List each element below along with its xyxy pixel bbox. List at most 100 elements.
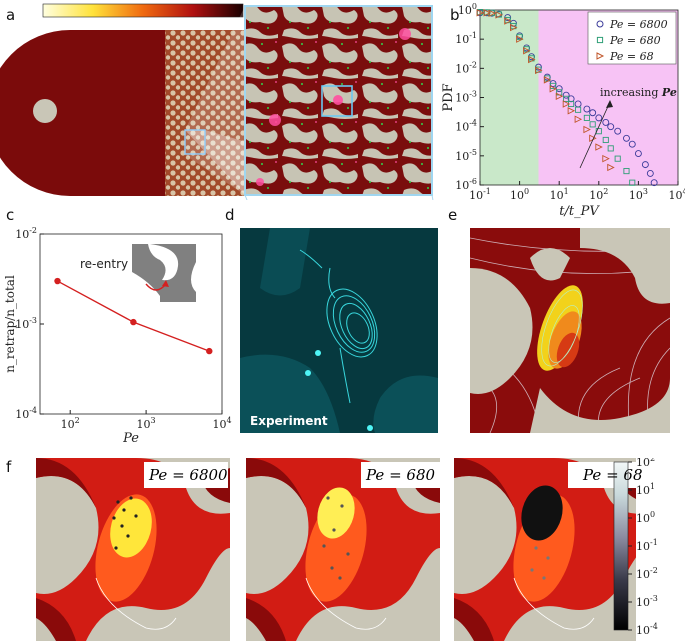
colorbar-a — [42, 3, 244, 18]
ylabel-b: PDF — [441, 83, 456, 111]
marker-0 — [562, 91, 570, 99]
annotation-arrowhead-b — [606, 100, 613, 108]
inset-arrowhead — [162, 280, 169, 287]
marker-1 — [595, 128, 602, 135]
marker-1 — [614, 155, 621, 162]
marker-0 — [583, 105, 591, 113]
panel-label-a: a — [6, 6, 16, 24]
marker-1 — [607, 145, 614, 152]
marker-2 — [535, 66, 543, 75]
marker-2 — [562, 100, 571, 108]
xtick-label-b: 104 — [668, 187, 685, 202]
panel-label-c: c — [6, 206, 15, 224]
marker-2 — [483, 9, 491, 17]
marker-2 — [476, 9, 485, 17]
legend-label-2: Pe = 68 — [609, 50, 654, 63]
marker-1 — [575, 106, 582, 113]
legend-marker-1 — [596, 36, 604, 44]
legend-b: Pe = 6800 Pe = 680 Pe = 68 — [587, 11, 677, 65]
legend-marker-0 — [596, 20, 604, 28]
ytick-label-b: 10-6 — [455, 177, 477, 192]
marker-2 — [528, 55, 536, 64]
xtick-label-c: 103 — [137, 416, 156, 431]
marker-2 — [549, 84, 558, 93]
cbar-tick-label: 10-1 — [636, 538, 658, 553]
marker-2 — [543, 76, 552, 84]
marker-2 — [516, 35, 524, 43]
marker-2 — [555, 92, 564, 101]
experiment-caption: Experiment — [250, 414, 328, 428]
colorbar-f — [613, 461, 629, 631]
ytick-label-c: 10-3 — [15, 316, 37, 331]
marker-0 — [614, 127, 622, 135]
marker-2 — [523, 47, 531, 55]
re-entry-inset — [132, 244, 196, 302]
marker-1 — [629, 179, 636, 186]
marker-0 — [628, 140, 636, 148]
inset-pore-3 — [191, 262, 196, 292]
colorbar-f-ticks: 102 101 100 10-1 10-2 10-3 10-4 — [628, 458, 658, 637]
cbar-tick-label: 101 — [636, 482, 655, 497]
marker-2 — [567, 107, 576, 115]
marker-2 — [607, 163, 615, 172]
marker-2 — [574, 115, 583, 123]
marker-2 — [595, 143, 603, 151]
legend-marker-2 — [596, 52, 605, 60]
zoom-box-small — [184, 129, 206, 155]
point-c — [130, 318, 137, 326]
marker-0 — [641, 161, 649, 169]
pe-label-68: Pe = 68 — [583, 466, 643, 484]
inset-pore-2 — [132, 272, 160, 302]
ytick-label-b: 10-4 — [455, 119, 477, 134]
point-c — [206, 347, 213, 355]
marker-2 — [488, 9, 496, 18]
marker-0 — [623, 134, 630, 142]
marker-1 — [563, 95, 570, 102]
marker-1 — [583, 114, 590, 121]
pe-label-6800: Pe = 6800 — [149, 466, 228, 484]
annotation-c: re-entry — [80, 257, 128, 271]
marker-2 — [495, 11, 503, 19]
annotation-arrow-b — [579, 101, 611, 169]
marker-2 — [504, 17, 512, 25]
ytick-label-b: 10-1 — [455, 31, 477, 46]
xtick-label-c: 104 — [212, 416, 231, 431]
ytick-label-b: 10-5 — [455, 148, 477, 163]
chart-b: 10-1 100 101 102 103 104 100 10-1 10-2 10-3 10-4 10… — [441, 2, 685, 219]
chart-c: 102 103 104 10-2 10-3 10-4 Pe n_retrap/n_total r… — [3, 226, 232, 446]
zoom-box-inner — [321, 85, 353, 117]
cbar-tick-label: 102 — [636, 458, 655, 469]
marker-2 — [602, 154, 610, 163]
panel-e — [470, 228, 670, 433]
marker-0 — [607, 123, 615, 131]
pe-label-680: Pe = 680 — [366, 466, 436, 484]
cbar-tick-label: 10-4 — [636, 622, 658, 637]
xtick-label-b: 103 — [629, 187, 648, 202]
marker-2 — [583, 125, 591, 134]
inset-pore — [148, 244, 179, 281]
marker-0 — [602, 118, 610, 126]
ytick-label-c: 10-4 — [15, 406, 37, 421]
panel-label-d: d — [225, 206, 235, 224]
legend-label-0: Pe = 6800 — [609, 18, 668, 31]
marker-0 — [650, 179, 658, 187]
xtick-label-b: 102 — [589, 187, 608, 202]
xtick-label-b: 101 — [550, 187, 569, 202]
xlabel-b: t/t_PV — [559, 204, 600, 219]
xlabel-c: Pe — [122, 431, 139, 446]
ytick-label-b: 100 — [458, 2, 477, 17]
cbar-tick-label: 100 — [636, 510, 655, 525]
marker-1 — [602, 136, 609, 144]
marker-0 — [589, 109, 597, 117]
ytick-label-b: 10-3 — [455, 90, 477, 105]
ylabel-c: n_retrap/n_total — [3, 275, 17, 373]
marker-0 — [595, 114, 603, 122]
ytick-label-b: 10-2 — [455, 60, 477, 75]
point-c — [54, 277, 61, 285]
ytick-label-c: 10-2 — [15, 226, 37, 241]
region-shade-early — [480, 10, 539, 185]
marker-1 — [589, 121, 596, 128]
xtick-label-b: 100 — [510, 187, 529, 202]
panel-f — [36, 458, 636, 641]
